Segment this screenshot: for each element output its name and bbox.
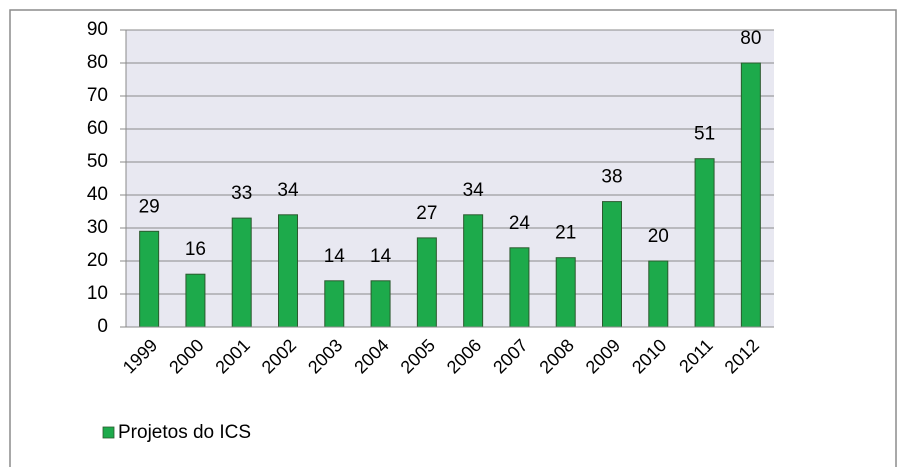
y-tick-label: 20 xyxy=(87,250,108,271)
bar xyxy=(231,217,252,328)
data-label: 29 xyxy=(139,196,160,217)
legend-swatch xyxy=(102,426,115,439)
y-tick-label: 70 xyxy=(87,85,108,106)
data-label: 80 xyxy=(740,28,761,49)
data-label: 27 xyxy=(416,203,437,224)
data-label: 38 xyxy=(601,167,622,188)
data-label: 14 xyxy=(370,246,392,267)
bar xyxy=(740,62,761,328)
bar xyxy=(185,273,206,328)
y-tick-label: 0 xyxy=(97,316,108,337)
data-label: 34 xyxy=(463,180,485,201)
y-tick-label: 30 xyxy=(87,217,108,238)
data-label: 20 xyxy=(648,226,669,247)
bar xyxy=(278,214,298,328)
bar xyxy=(139,230,160,328)
bar xyxy=(370,280,391,328)
y-tick-label: 60 xyxy=(87,118,108,139)
bar xyxy=(555,257,576,328)
data-label: 33 xyxy=(231,183,252,204)
data-label: 21 xyxy=(555,223,576,244)
legend-label: Projetos do ICS xyxy=(118,422,251,443)
bar xyxy=(648,260,669,328)
bar xyxy=(694,158,715,328)
bar xyxy=(509,247,530,328)
y-tick-label: 40 xyxy=(87,184,108,205)
y-tick-label: 10 xyxy=(87,283,108,304)
y-tick-label: 80 xyxy=(87,52,108,73)
bar xyxy=(602,201,622,328)
data-label: 34 xyxy=(277,180,299,201)
data-label: 24 xyxy=(509,213,531,234)
data-label: 51 xyxy=(694,124,715,145)
data-label: 16 xyxy=(185,239,206,260)
bar xyxy=(324,280,345,328)
bar xyxy=(416,237,437,328)
plot-area xyxy=(126,30,774,327)
y-tick-label: 90 xyxy=(87,19,108,40)
data-label: 14 xyxy=(324,246,346,267)
y-tick-label: 50 xyxy=(87,151,108,172)
bar xyxy=(463,214,484,328)
